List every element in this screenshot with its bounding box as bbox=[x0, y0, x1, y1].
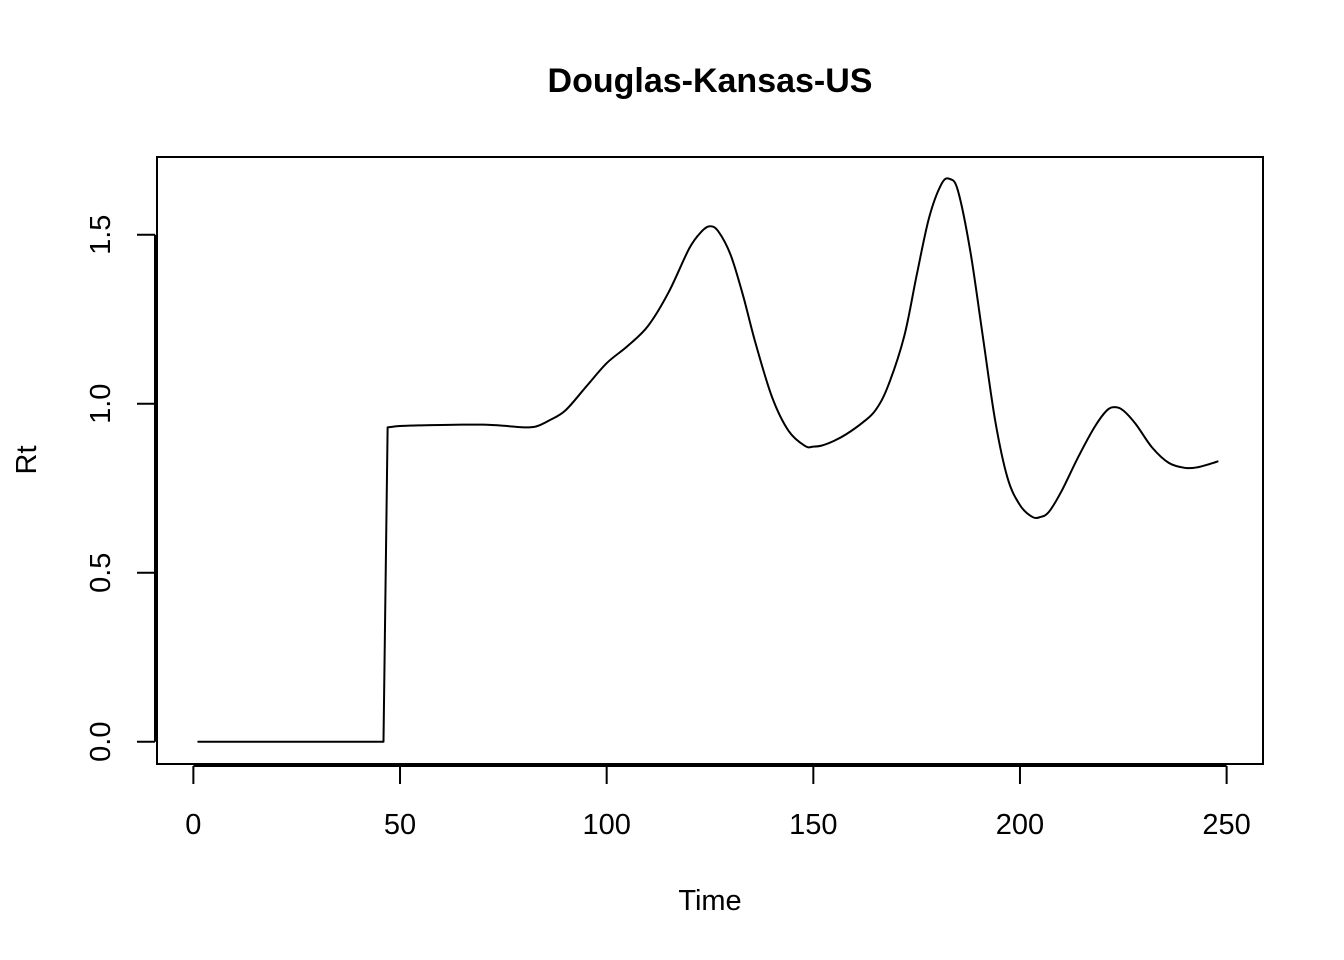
y-tick-label: 0.5 bbox=[85, 553, 117, 593]
y-tick-label: 0.0 bbox=[85, 722, 117, 762]
x-tick-label: 250 bbox=[1202, 809, 1250, 841]
x-tick-label: 100 bbox=[582, 809, 630, 841]
x-tick-label: 0 bbox=[185, 809, 201, 841]
x-tick-label: 200 bbox=[996, 809, 1044, 841]
x-tick-label: 50 bbox=[384, 809, 416, 841]
y-axis: 0.0 0.5 1.0 1.5 bbox=[85, 215, 155, 762]
y-tick-label: 1.0 bbox=[85, 384, 117, 424]
x-tick-label: 150 bbox=[789, 809, 837, 841]
chart-title: Douglas-Kansas-US bbox=[548, 62, 873, 100]
plot-frame bbox=[157, 157, 1263, 764]
x-axis-label: Time bbox=[678, 885, 741, 917]
y-axis-label: Rt bbox=[11, 446, 43, 475]
series-line bbox=[198, 178, 1219, 741]
x-axis: 0 50 100 150 200 250 bbox=[185, 766, 1251, 841]
y-tick-label: 1.5 bbox=[85, 215, 117, 255]
series-layer bbox=[198, 178, 1219, 741]
